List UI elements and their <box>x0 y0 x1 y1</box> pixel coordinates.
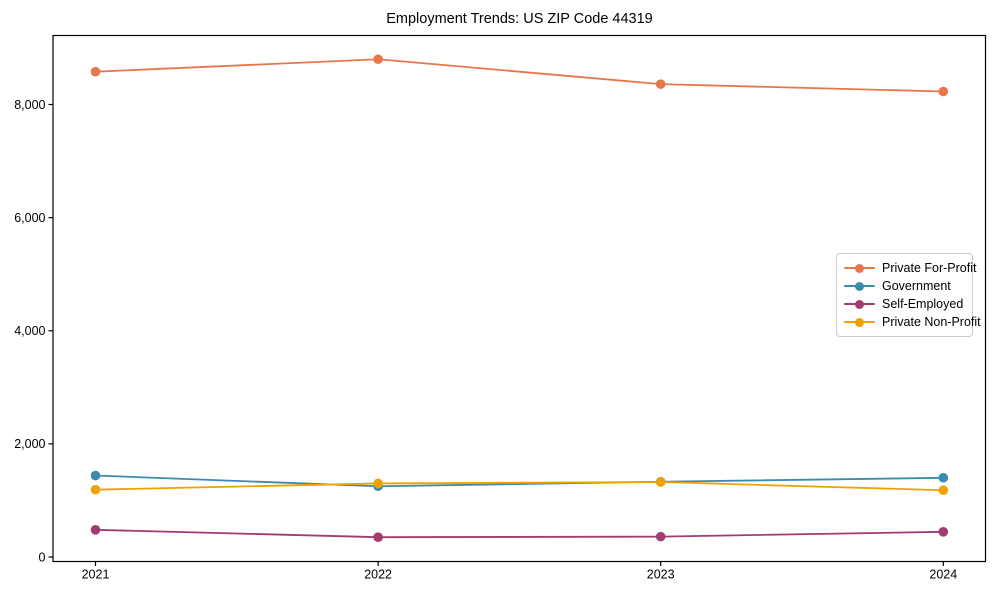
legend-label: Government <box>882 278 951 293</box>
legend-line-marker-icon <box>844 263 875 274</box>
legend-label: Private For-Profit <box>882 260 977 275</box>
data-point <box>938 472 949 483</box>
legend-entry-private-for-profit: Private For-Profit <box>844 259 976 277</box>
data-point <box>655 79 666 89</box>
data-point <box>373 54 383 65</box>
data-point <box>655 531 666 542</box>
y-tick-label: 4,000 <box>14 324 45 338</box>
x-tick-label: 2022 <box>364 568 392 582</box>
legend: Private For-Profit Government Self-Emplo… <box>836 253 981 337</box>
y-tick-label: 6,000 <box>14 211 45 225</box>
legend-line-marker-icon <box>844 317 875 328</box>
legend-entry-government: Government <box>844 277 965 295</box>
data-point <box>90 484 101 495</box>
legend-line-marker-icon <box>844 281 875 292</box>
chart-title: Employment Trends: US ZIP Code 44319 <box>386 11 653 27</box>
series-self-employed <box>90 525 949 542</box>
series-line <box>94 481 945 492</box>
plot-frame <box>52 34 987 563</box>
data-point <box>373 478 383 489</box>
x-tick-label: 2024 <box>929 568 957 582</box>
series-line <box>94 474 945 488</box>
y-tick-label: 0 <box>39 550 46 564</box>
legend-line-marker-icon <box>844 299 875 310</box>
data-point <box>655 477 666 487</box>
data-point <box>938 527 949 537</box>
data-point <box>90 525 101 535</box>
series-line <box>94 58 945 93</box>
series-private-for-profit <box>90 54 949 97</box>
data-point <box>938 86 949 97</box>
y-tick-label: 2,000 <box>14 437 45 451</box>
legend-label: Private Non-Profit <box>882 314 981 329</box>
data-point <box>90 470 101 481</box>
series-line <box>94 528 945 539</box>
data-point <box>938 485 949 496</box>
series-government <box>90 470 949 492</box>
y-tick-label: 8,000 <box>14 98 45 112</box>
legend-entry-self-employed: Self-Employed <box>844 295 965 313</box>
legend-label: Self-Employed <box>882 296 964 311</box>
legend-entry-private-non-profit: Private Non-Profit <box>844 313 981 331</box>
x-tick-label: 2021 <box>82 568 110 582</box>
data-point <box>90 66 101 77</box>
series-private-non-profit <box>90 477 949 496</box>
data-point <box>373 532 383 542</box>
x-tick-label: 2023 <box>647 568 675 582</box>
